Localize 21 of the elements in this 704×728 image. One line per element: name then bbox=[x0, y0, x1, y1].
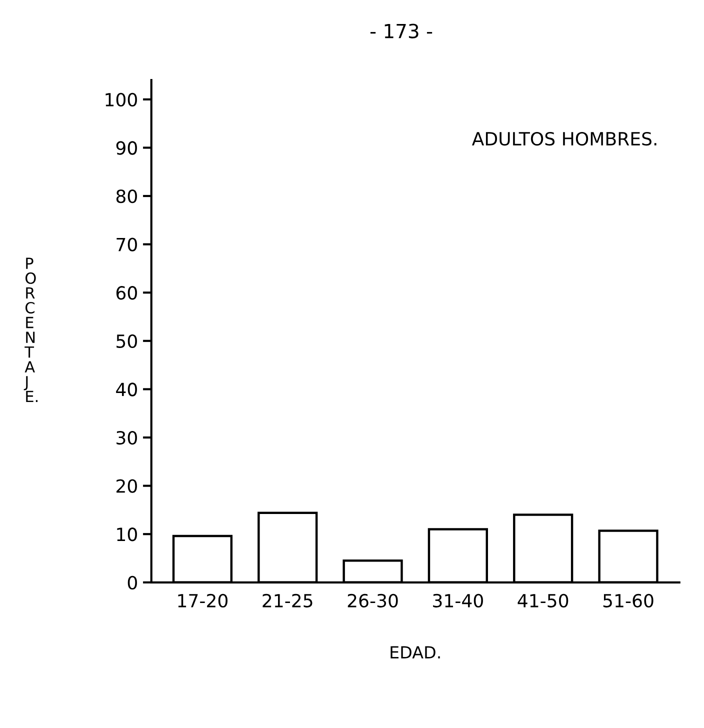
x-tick-label: 31-40 bbox=[433, 594, 483, 608]
x-tick-label: 51-60 bbox=[603, 594, 654, 608]
y-tick-label: 70 bbox=[116, 238, 137, 252]
y-tick-label: 10 bbox=[117, 528, 137, 542]
x-tick-label: 41-50 bbox=[518, 594, 568, 608]
text: ADULTOS HOMBRES. bbox=[472, 132, 656, 146]
y-tick-label: 30 bbox=[116, 430, 137, 445]
x-tick-label: 26-30 bbox=[348, 594, 398, 608]
y-tick-label: 0 bbox=[128, 576, 137, 590]
y-tick-label: 80 bbox=[116, 189, 137, 204]
text: PORCENTAJE. bbox=[24, 258, 38, 402]
y-tick-label: 60 bbox=[116, 286, 137, 300]
y-tick-label: 20 bbox=[116, 479, 137, 493]
x-axis-title: EDAD. bbox=[390, 646, 440, 658]
y-tick-label: 50 bbox=[116, 334, 137, 348]
text: - 173 - bbox=[370, 24, 432, 38]
y-tick-label: 40 bbox=[116, 382, 137, 396]
y-tick-label: 100 bbox=[106, 92, 137, 107]
y-tick-label: 90 bbox=[116, 141, 137, 155]
x-tick-label: 17-20 bbox=[178, 594, 228, 608]
x-tick-label: 21-25 bbox=[262, 594, 312, 608]
